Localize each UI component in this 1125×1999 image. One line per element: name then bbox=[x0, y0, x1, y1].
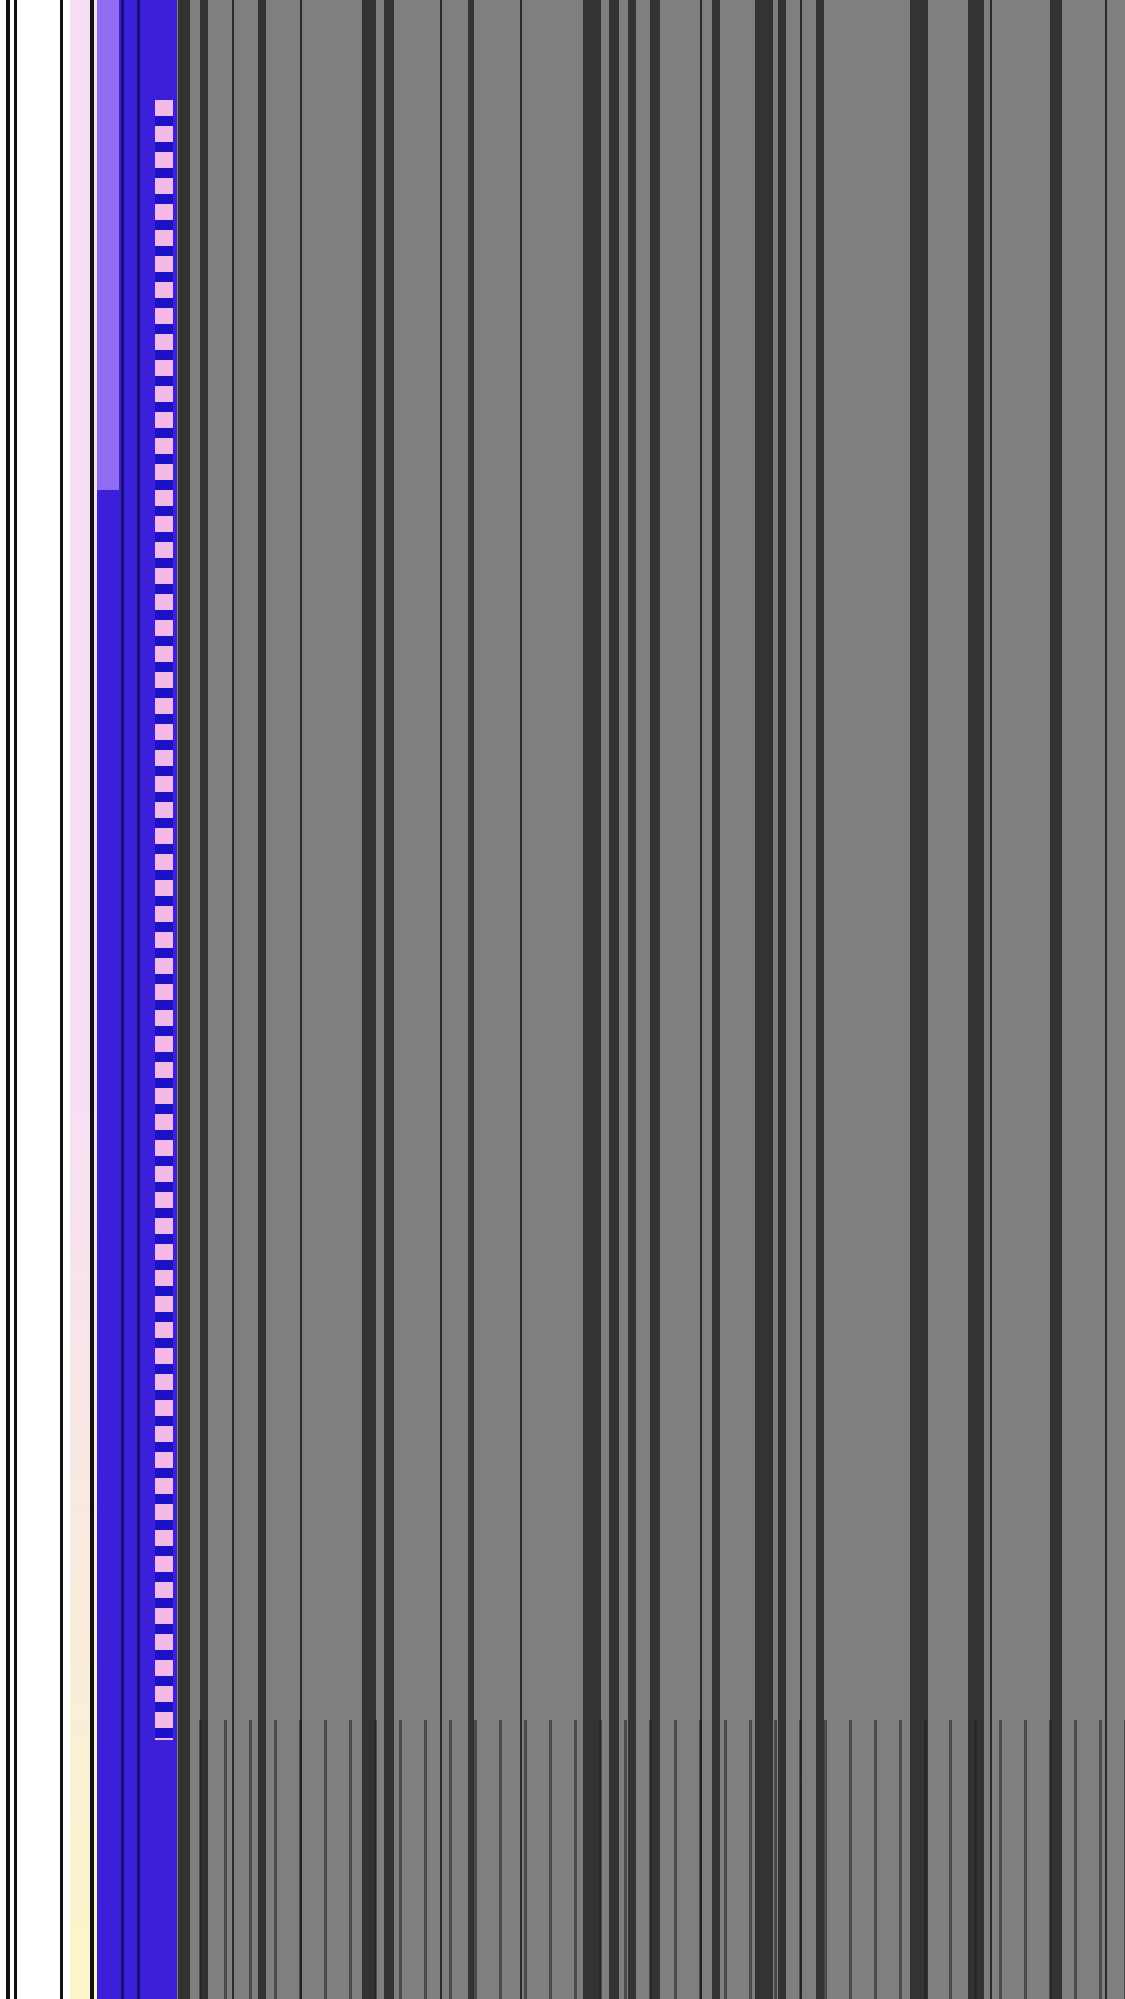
blue-band bbox=[97, 0, 177, 1999]
dark-stripe bbox=[628, 0, 636, 1999]
dark-stripe bbox=[583, 0, 601, 1999]
dark-stripe bbox=[362, 0, 376, 1999]
dark-stripe bbox=[755, 0, 773, 1999]
dark-stripe bbox=[468, 0, 474, 1999]
dark-stripe bbox=[1050, 0, 1062, 1999]
dark-stripe bbox=[968, 0, 984, 1999]
dark-stripe bbox=[816, 0, 824, 1999]
dark-stripe bbox=[609, 0, 619, 1999]
screen-caption bbox=[0, 0, 1, 1]
blue-band-pink-column bbox=[155, 100, 173, 1740]
thin-stripe bbox=[520, 0, 522, 1999]
thin-stripe bbox=[232, 0, 234, 1999]
dark-stripe bbox=[200, 0, 208, 1999]
thin-stripe bbox=[440, 0, 442, 1999]
left-edge-line bbox=[90, 0, 94, 1999]
dark-stripe bbox=[650, 0, 660, 1999]
dark-stripe bbox=[384, 0, 394, 1999]
left-edge-line bbox=[6, 0, 10, 1999]
bottom-noise-region bbox=[177, 1720, 1125, 1999]
thin-stripe bbox=[800, 0, 802, 1999]
thin-stripe bbox=[990, 0, 992, 1999]
dark-stripe bbox=[178, 0, 190, 1999]
thin-stripe bbox=[300, 0, 302, 1999]
dark-stripe bbox=[910, 0, 928, 1999]
dark-stripe bbox=[258, 0, 266, 1999]
left-edge-line bbox=[60, 0, 63, 1999]
dark-stripe bbox=[778, 0, 786, 1999]
left-edge-line bbox=[14, 0, 17, 1999]
thin-stripe bbox=[700, 0, 702, 1999]
thin-stripe bbox=[1105, 0, 1107, 1999]
blue-band-violet-block bbox=[97, 0, 119, 490]
dark-stripe bbox=[712, 0, 720, 1999]
blue-band-line bbox=[137, 0, 140, 1999]
blue-band-line bbox=[121, 0, 124, 1999]
